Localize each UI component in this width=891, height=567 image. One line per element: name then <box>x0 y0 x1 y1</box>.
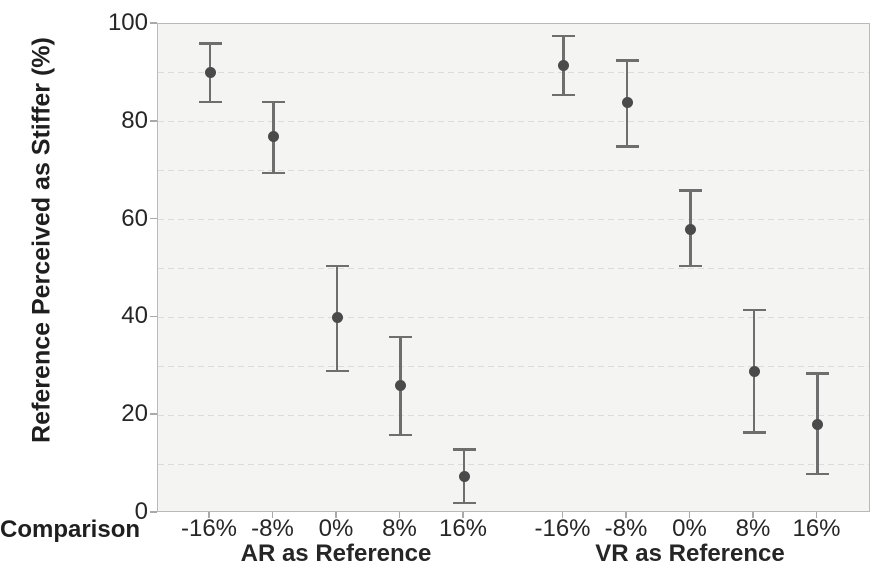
plot-area <box>157 23 870 512</box>
x-tick-mark <box>208 512 210 518</box>
error-bar-cap-top <box>389 335 412 339</box>
x-tick-label: -8% <box>604 515 648 542</box>
gridline-y-40 <box>158 316 869 318</box>
error-bar-cap-top <box>679 189 702 192</box>
error-bar-cap-top <box>552 34 575 38</box>
error-bar-cap-bottom <box>262 171 285 175</box>
y-tick-label: 20 <box>121 400 148 428</box>
error-bar-cap-top <box>262 100 285 104</box>
y-tick-mark <box>150 413 157 415</box>
error-bar-cap-bottom <box>452 501 476 505</box>
y-tick-mark <box>150 217 157 220</box>
gridline-y-30 <box>158 365 869 367</box>
gridline-y-90 <box>158 72 869 74</box>
error-bar-cap-top <box>325 264 349 268</box>
gridline-y-70 <box>158 170 869 172</box>
data-point-dot <box>458 470 470 482</box>
y-axis-title: Reference Perceived as Stiffer (%) <box>27 37 56 443</box>
error-bar-cap-bottom <box>679 264 702 268</box>
x-tick-mark <box>561 512 564 518</box>
error-bar-cap-bottom <box>198 100 222 104</box>
y-tick-mark <box>150 120 157 122</box>
data-point-dot <box>621 96 633 108</box>
x-tick-mark <box>752 512 754 518</box>
error-bar-cap-bottom <box>325 369 349 373</box>
x-tick-label: -16% <box>534 515 591 542</box>
x-tick-label: 16% <box>792 515 841 542</box>
data-point-dot <box>204 67 216 79</box>
error-bar-cap-top <box>742 308 766 312</box>
error-bar-cap-bottom <box>389 433 412 436</box>
group-label-vr: VR as Reference <box>595 540 785 567</box>
x-tick-label: 0% <box>672 515 707 542</box>
gridline-y-20 <box>158 414 869 416</box>
x-tick-label: 8% <box>382 515 417 542</box>
y-tick-label: 100 <box>107 9 148 36</box>
y-tick-mark <box>150 511 157 513</box>
error-bar-cap-top <box>198 42 222 45</box>
error-bar-cap-top <box>806 372 829 375</box>
x-tick-mark <box>815 512 818 518</box>
gridline-y-10 <box>158 463 869 465</box>
error-bar-cap-bottom <box>615 145 639 148</box>
x-axis-title-comparison: Comparison <box>0 516 141 543</box>
data-point-dot <box>395 380 406 392</box>
y-tick-label: 0 <box>134 498 148 525</box>
y-tick-label: 80 <box>121 106 148 134</box>
data-point-dot <box>558 60 569 72</box>
x-tick-mark <box>335 512 337 518</box>
y-tick-mark <box>150 315 157 318</box>
error-bar-cap-top <box>615 59 639 62</box>
x-tick-label: 8% <box>735 515 771 542</box>
data-point-dot <box>331 311 343 323</box>
x-tick-label: 0% <box>318 515 354 542</box>
gridline-y-80 <box>158 121 869 123</box>
error-bar-cap-bottom <box>806 472 829 476</box>
y-tick-label: 40 <box>121 302 148 330</box>
x-tick-label: -16% <box>180 515 238 542</box>
data-point-dot <box>748 365 760 377</box>
error-bar-cap-bottom <box>742 431 766 434</box>
x-tick-mark <box>271 512 274 518</box>
y-tick-mark <box>150 22 157 24</box>
data-point-dot <box>685 223 696 235</box>
data-point-dot <box>268 130 279 142</box>
error-bar-cap-top <box>452 448 476 451</box>
data-point-dot <box>812 419 823 431</box>
x-tick-mark <box>625 512 627 518</box>
gridline-y-60 <box>158 219 869 221</box>
gridline-y-50 <box>158 268 869 269</box>
x-tick-label: -8% <box>251 515 294 542</box>
x-tick-label: 16% <box>438 515 488 542</box>
error-bar-cap-bottom <box>552 93 575 97</box>
group-label-ar: AR as Reference <box>240 540 432 567</box>
x-tick-mark <box>688 512 691 518</box>
x-tick-mark <box>462 512 464 518</box>
x-tick-mark <box>398 512 401 518</box>
y-tick-label: 60 <box>121 204 148 232</box>
